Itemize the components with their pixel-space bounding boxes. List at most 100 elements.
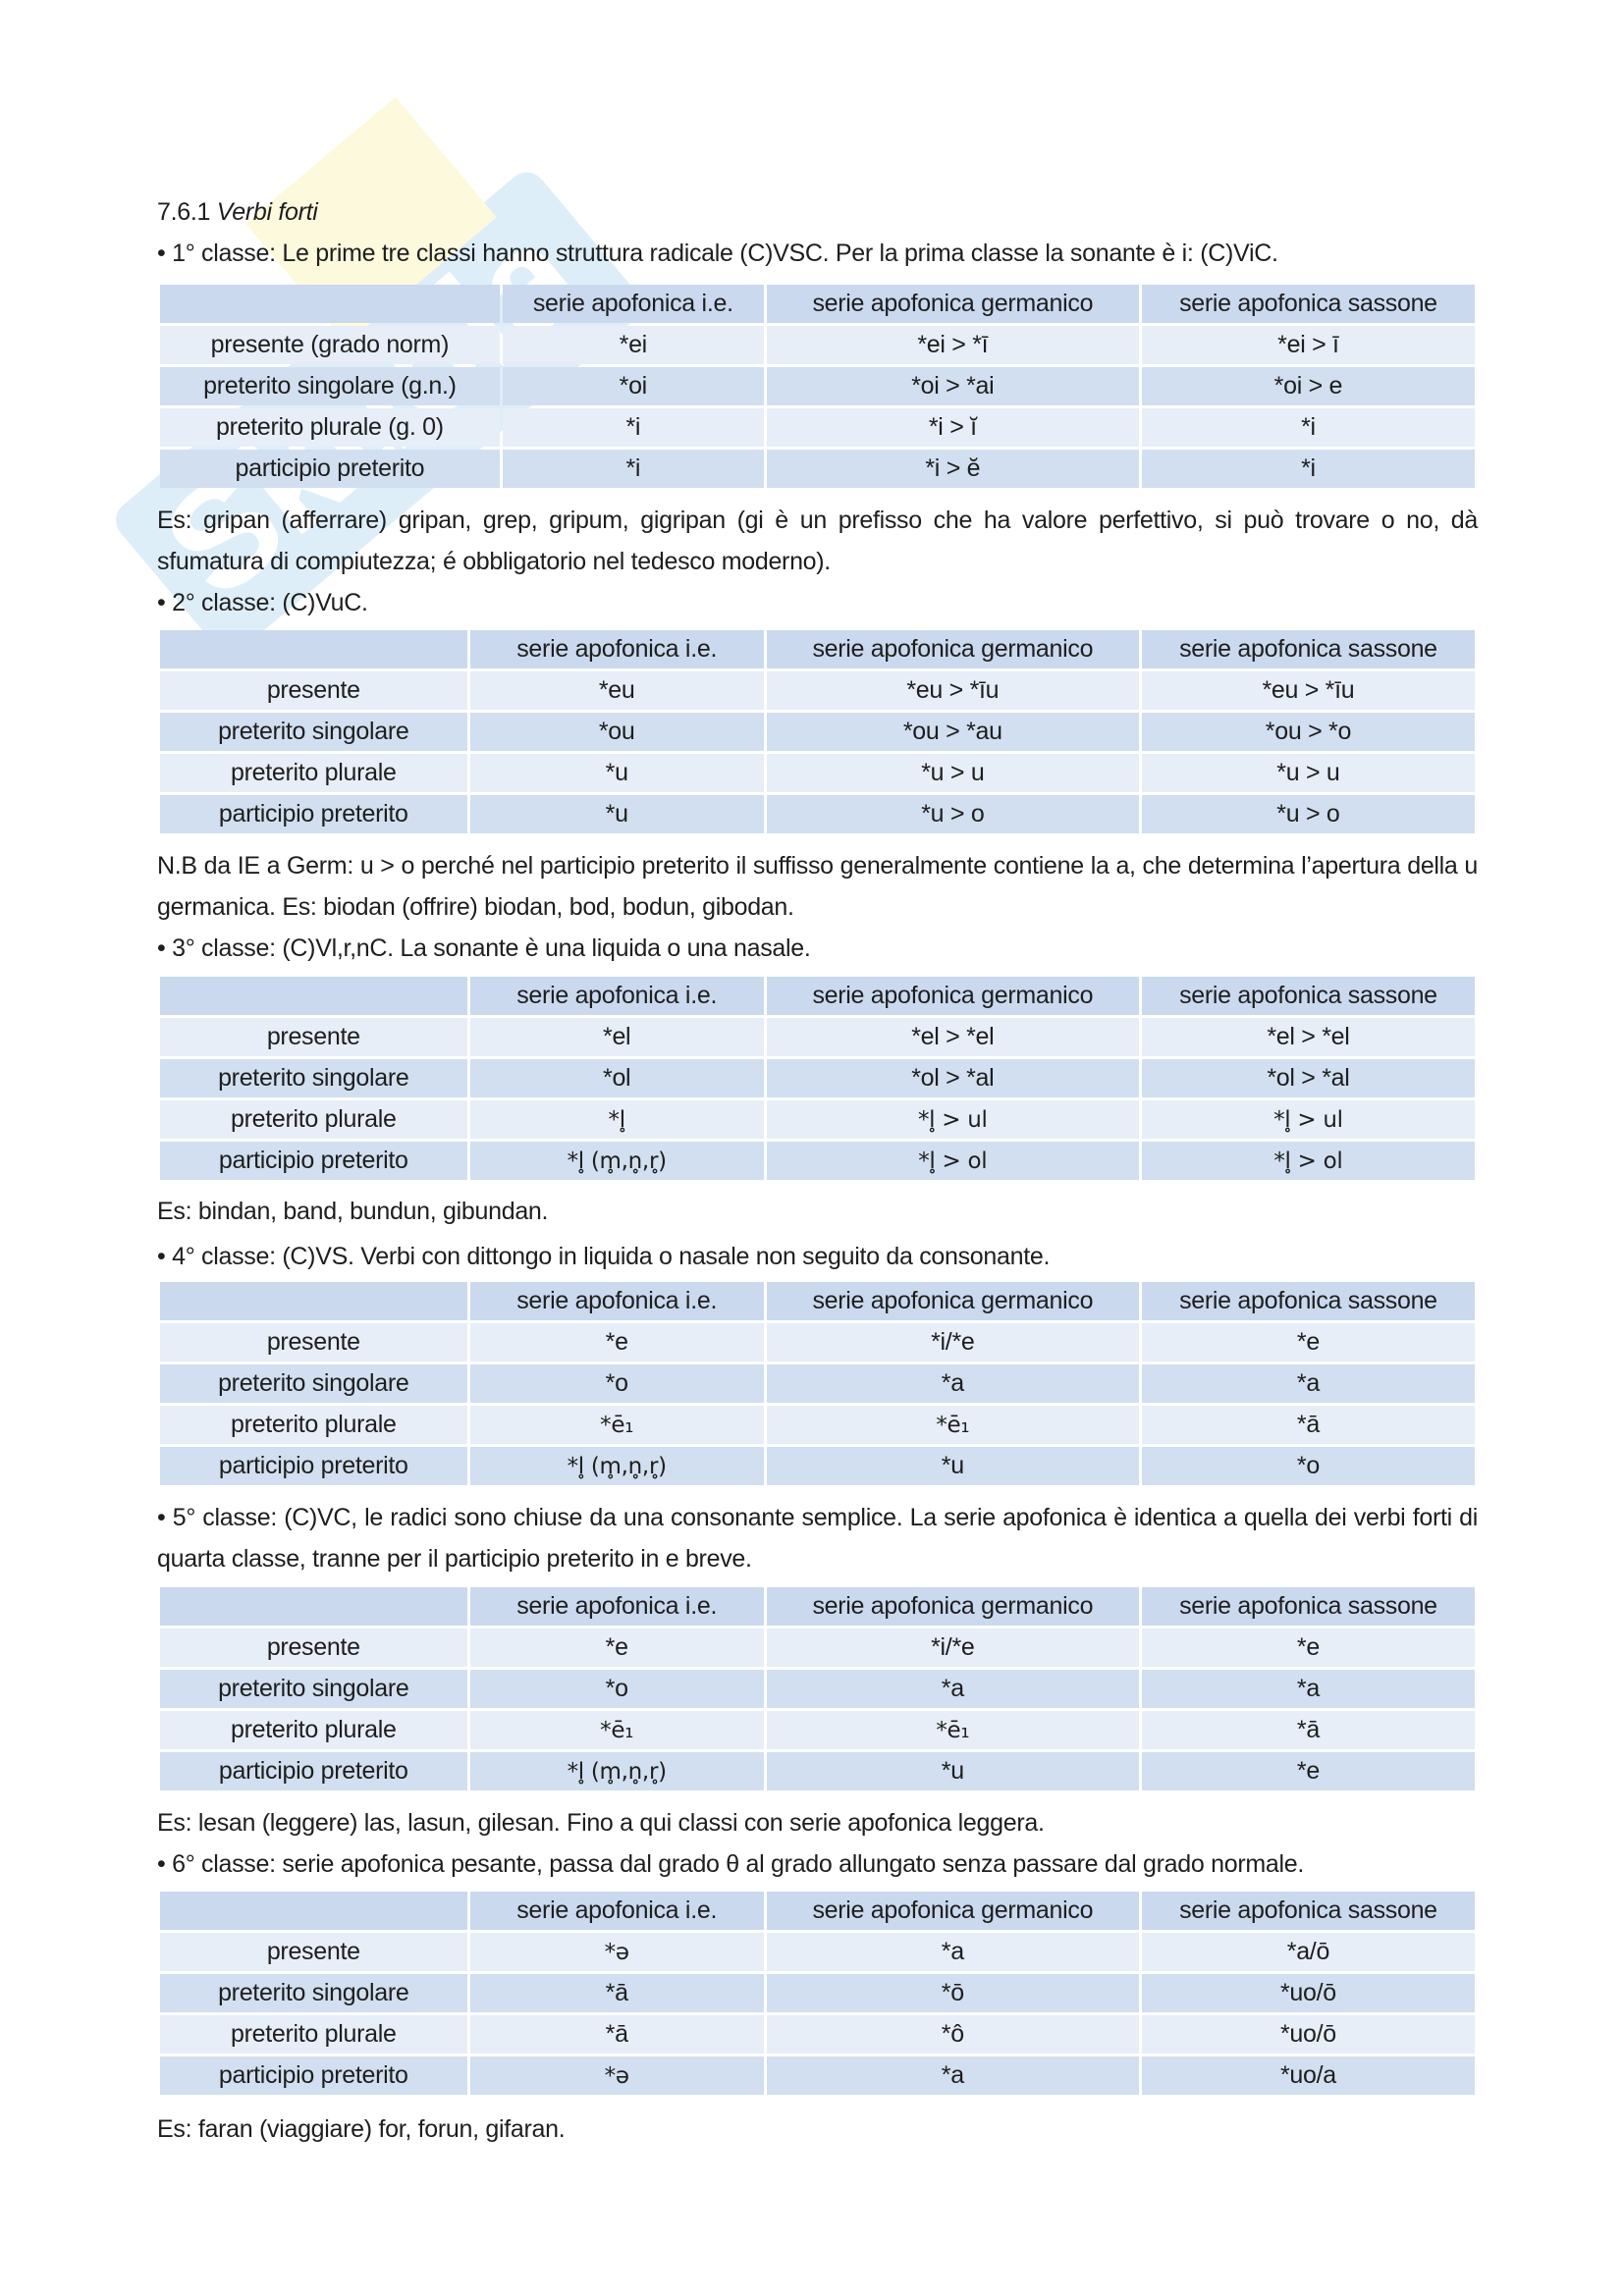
column-header: serie apofonica sassone <box>1141 977 1475 1015</box>
apophony-table-class-5: serie apofonica i.e. serie apofonica germ… <box>157 1584 1478 1793</box>
row-label: participio preterito <box>160 1447 467 1485</box>
table-cell: *i > ĕ <box>766 450 1139 488</box>
table-cell: *u > o <box>766 795 1139 833</box>
apophony-table-class-6: serie apofonica i.e. serie apofonica germ… <box>157 1889 1478 2098</box>
row-label: preterito plurale <box>160 1711 467 1749</box>
table-cell: *o <box>469 1364 764 1403</box>
row-label: preterito plurale <box>160 1406 467 1444</box>
paragraph: • 5° classe: (C)VC, le radici sono chius… <box>157 1504 1478 1573</box>
paragraph: Es: faran (viaggiare) for, forun, gifara… <box>157 2115 566 2143</box>
table-cell: *a <box>1141 1364 1475 1403</box>
section-number: 7.6.1 <box>157 198 211 226</box>
column-header: serie apofonica germanico <box>766 285 1139 323</box>
paragraph: • 2° classe: (C)VuC. <box>157 589 368 616</box>
paragraph: • 4° classe: (C)VS. Verbi con dittongo i… <box>157 1243 1051 1270</box>
column-header: serie apofonica sassone <box>1141 1282 1475 1320</box>
table-cell: *ei <box>502 326 764 364</box>
column-header: serie apofonica germanico <box>766 977 1139 1015</box>
table-row: presente *eu *eu > *īu *eu > *īu <box>160 671 1475 710</box>
column-header: serie apofonica sassone <box>1141 285 1475 323</box>
table-row: preterito singolare *o *a *a <box>160 1364 1475 1403</box>
column-header <box>160 285 500 323</box>
row-label: preterito plurale (g. 0) <box>160 408 500 447</box>
table-cell: *u <box>766 1752 1139 1790</box>
row-label: presente (grado norm) <box>160 326 500 364</box>
table-cell: *e <box>469 1323 764 1362</box>
table-header-row: serie apofonica i.e. serie apofonica germ… <box>160 1282 1475 1320</box>
table-cell: *ô <box>766 2015 1139 2054</box>
table-cell: *uo/ō <box>1141 2015 1475 2054</box>
row-label: participio preterito <box>160 450 500 488</box>
column-header: serie apofonica germanico <box>766 630 1139 668</box>
paragraph: • 6° classe: serie apofonica pesante, pa… <box>157 1850 1304 1878</box>
table-cell: *l̥ > ol <box>766 1142 1139 1180</box>
table-row: preterito singolare *ou *ou > *au *ou > *o <box>160 713 1475 751</box>
column-header <box>160 630 467 668</box>
table-cell: *el <box>469 1018 764 1056</box>
table-row: preterito plurale *u *u > u *u > u <box>160 754 1475 792</box>
table-cell: *ə <box>469 2056 764 2095</box>
table-row: participio preterito *ə *a *uo/a <box>160 2056 1475 2095</box>
row-label: presente <box>160 1629 467 1667</box>
table-row: preterito plurale (g. 0) *i *i > ĭ *i <box>160 408 1475 447</box>
table-cell: *eu <box>469 671 764 710</box>
row-label: preterito singolare <box>160 1364 467 1403</box>
column-header <box>160 1282 467 1320</box>
table-cell: *uo/a <box>1141 2056 1475 2095</box>
table-cell: *i/*e <box>766 1323 1139 1362</box>
paragraph: Es: gripan (afferrare) gripan, grep, gri… <box>157 507 1478 575</box>
table-cell: *ē₁ <box>469 1406 764 1444</box>
table-cell: *ō <box>766 1974 1139 2012</box>
table-cell: *ā <box>469 2015 764 2054</box>
table-cell: *u > u <box>1141 754 1475 792</box>
table-row: preterito plurale *ē₁ *ē₁ *ā <box>160 1711 1475 1749</box>
row-label: presente <box>160 1018 467 1056</box>
row-label: preterito plurale <box>160 1100 467 1139</box>
table-header-row: serie apofonica i.e. serie apofonica germ… <box>160 1892 1475 1930</box>
table-cell: *ei > ī <box>1141 326 1475 364</box>
paragraph: N.B da IE a Germ: u > o perché nel parti… <box>157 852 1478 921</box>
table-cell: *ol > *al <box>766 1059 1139 1097</box>
table-cell: *ē₁ <box>469 1711 764 1749</box>
table-header-row: serie apofonica i.e. serie apofonica germ… <box>160 285 1475 323</box>
row-label: participio preterito <box>160 1752 467 1790</box>
column-header: serie apofonica germanico <box>766 1282 1139 1320</box>
table-row: preterito singolare *ol *ol > *al *ol > *al <box>160 1059 1475 1097</box>
column-header: serie apofonica i.e. <box>469 1587 764 1626</box>
table-cell: *l̥ > ul <box>1141 1100 1475 1139</box>
column-header: serie apofonica germanico <box>766 1892 1139 1930</box>
column-header <box>160 1892 467 1930</box>
apophony-table-class-3: serie apofonica i.e. serie apofonica germ… <box>157 974 1478 1183</box>
table-row: participio preterito *l̥ (m̥,n̥,r̥) *l̥ > … <box>160 1142 1475 1180</box>
table-cell: *a <box>766 1364 1139 1403</box>
table-cell: *ei > *ī <box>766 326 1139 364</box>
table-cell: *u > o <box>1141 795 1475 833</box>
table-cell: *i <box>1141 450 1475 488</box>
table-row: preterito plurale *l̥ *l̥ > ul *l̥ > ul <box>160 1100 1475 1139</box>
table-row: preterito plurale *ē₁ *ē₁ *ā <box>160 1406 1475 1444</box>
table-row: presente (grado norm) *ei *ei > *ī *ei > ī <box>160 326 1475 364</box>
column-header: serie apofonica sassone <box>1141 1587 1475 1626</box>
row-label: preterito plurale <box>160 2015 467 2054</box>
row-label: presente <box>160 1933 467 1971</box>
table-row: participio preterito *l̥ (m̥,n̥,r̥) *u *o <box>160 1447 1475 1485</box>
table-header-row: serie apofonica i.e. serie apofonica germ… <box>160 630 1475 668</box>
table-cell: *l̥ > ol <box>1141 1142 1475 1180</box>
column-header: serie apofonica i.e. <box>469 630 764 668</box>
table-cell: *ou <box>469 713 764 751</box>
table-cell: *l̥ (m̥,n̥,r̥) <box>469 1142 764 1180</box>
row-label: preterito singolare <box>160 1974 467 2012</box>
column-header <box>160 1587 467 1626</box>
table-cell: *ə <box>469 1933 764 1971</box>
table-cell: *e <box>1141 1629 1475 1667</box>
row-label: participio preterito <box>160 795 467 833</box>
row-label: presente <box>160 671 467 710</box>
table-cell: *ā <box>1141 1711 1475 1749</box>
section-heading: 7.6.1 Verbi forti <box>157 191 1478 233</box>
column-header: serie apofonica i.e. <box>469 1892 764 1930</box>
table-cell: *oi > *ai <box>766 367 1139 405</box>
column-header: serie apofonica i.e. <box>469 1282 764 1320</box>
table-cell: *u > u <box>766 754 1139 792</box>
table-cell: *a <box>766 1670 1139 1708</box>
table-cell: *i <box>502 450 764 488</box>
